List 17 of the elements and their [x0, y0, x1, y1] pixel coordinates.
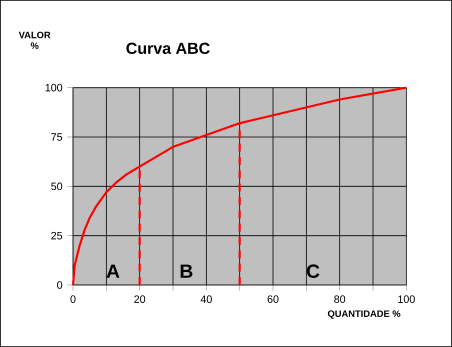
x-tick-label: 80	[334, 295, 346, 303]
annotation: B	[180, 264, 192, 278]
chart-title: Curva ABC	[126, 42, 210, 54]
annotation: C	[306, 264, 320, 278]
x-tick-label: 40	[200, 295, 212, 303]
x-axis-title: QUANTIDADE %	[328, 310, 400, 319]
y-axis-title: VALOR %	[18, 32, 50, 49]
x-tick-label: 100	[398, 295, 415, 303]
y-tick-label: 25	[51, 232, 62, 240]
annotation: A	[106, 264, 120, 278]
x-tick-label: 60	[268, 295, 279, 303]
x-tick-label: 20	[134, 295, 146, 303]
y-tick-label: 0	[57, 281, 62, 289]
y-tick-label: 100	[46, 84, 62, 92]
y-tick-label: 75	[51, 133, 62, 141]
x-tick-label: 0	[70, 295, 76, 303]
y-tick-label: 50	[51, 182, 62, 190]
